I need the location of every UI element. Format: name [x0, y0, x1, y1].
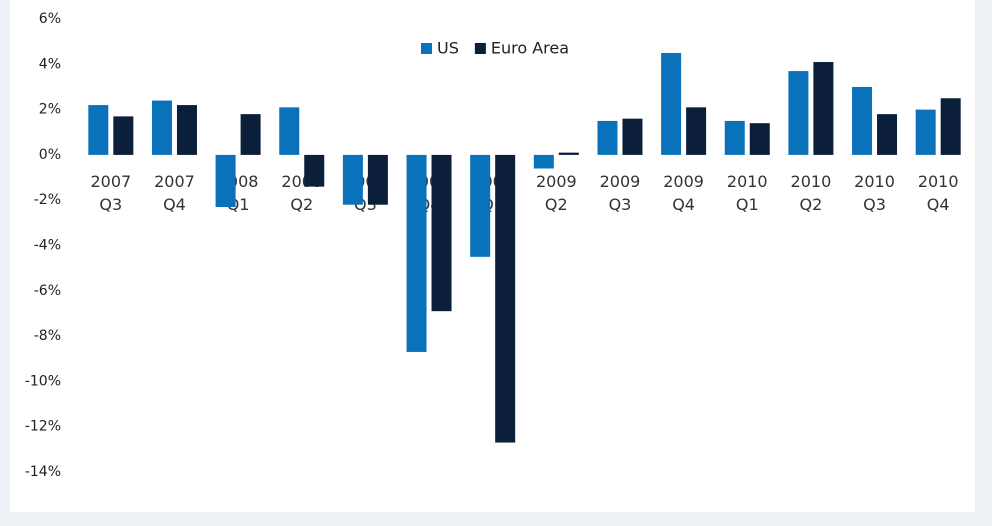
- y-tick-label: -4%: [34, 238, 61, 254]
- legend-swatch: [421, 43, 432, 54]
- x-tick-label: 2010 Q3: [854, 172, 895, 214]
- bar: [151, 100, 172, 155]
- bar: [558, 152, 579, 155]
- bar: [240, 114, 261, 155]
- x-tick-label: 2009 Q4: [663, 172, 704, 214]
- bar: [661, 52, 682, 155]
- bar: [940, 98, 961, 155]
- y-tick-label: 2%: [39, 102, 61, 118]
- y-tick-label: -12%: [25, 419, 61, 435]
- bar: [813, 62, 834, 155]
- y-tick-label: 6%: [39, 11, 61, 27]
- x-tick-label: 2010 Q4: [918, 172, 959, 214]
- bar: [342, 154, 363, 205]
- bar: [877, 114, 898, 155]
- bar: [622, 118, 643, 155]
- x-tick-label: 2007 Q4: [154, 172, 195, 214]
- bar: [495, 154, 516, 443]
- legend-label: Euro Area: [491, 39, 569, 58]
- y-tick-label: 4%: [39, 56, 61, 72]
- y-tick-label: -6%: [34, 283, 61, 299]
- bar: [686, 107, 707, 155]
- bar: [533, 154, 554, 169]
- bar: [470, 154, 491, 257]
- bar: [749, 123, 770, 155]
- y-tick-label: -10%: [25, 373, 61, 389]
- bar: [724, 120, 745, 155]
- bar: [113, 116, 134, 155]
- x-tick-label: 2007 Q3: [90, 172, 131, 214]
- bar: [279, 107, 300, 155]
- bar: [597, 120, 618, 155]
- bar: [406, 154, 427, 352]
- y-tick-label: -8%: [34, 328, 61, 344]
- y-tick-label: -2%: [34, 192, 61, 208]
- x-tick-label: 2010 Q1: [727, 172, 768, 214]
- bar: [304, 154, 325, 187]
- x-tick-label: 2009 Q3: [600, 172, 641, 214]
- x-tick-label: 2009 Q2: [536, 172, 577, 214]
- legend-label: US: [437, 39, 459, 58]
- bar: [176, 105, 197, 155]
- x-tick-label: 2010 Q2: [791, 172, 832, 214]
- legend-swatch: [474, 43, 486, 54]
- bar: [215, 154, 236, 207]
- bar: [88, 105, 109, 155]
- bar: [852, 86, 873, 155]
- bar: [367, 154, 388, 205]
- bar: [431, 154, 452, 312]
- bar: [915, 109, 936, 155]
- y-tick-label: -14%: [25, 464, 61, 480]
- y-tick-label: 0%: [39, 147, 61, 163]
- bar: [788, 71, 809, 155]
